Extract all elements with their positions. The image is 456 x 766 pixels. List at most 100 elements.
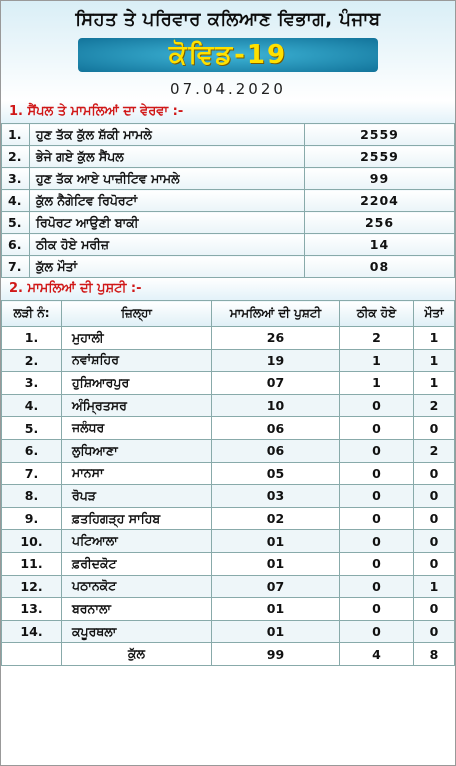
district-confirmed: 01 xyxy=(211,619,340,644)
summary-row-value: 08 xyxy=(304,255,455,278)
header-recovered: ਠੀਕ ਹੋਏ xyxy=(339,300,414,327)
district-header-row: ਲੜੀ ਨੰ: ਜ਼ਿਲ੍ਹਾ ਮਾਮਲਿਆਂ ਦੀ ਪੁਸ਼ਟੀ ਠੀਕ ਹੋ… xyxy=(1,300,455,327)
district-serial: 10. xyxy=(1,529,62,553)
summary-row-number: 2. xyxy=(1,145,30,168)
summary-row: 4. ਕੁੱਲ ਨੈਗੇਟਿਵ ਰਿਪੋਰਟਾਂ 2204 xyxy=(1,189,455,212)
district-row: 2. ਨਵਾਂਸ਼ਹਿਰ 19 1 1 xyxy=(1,348,455,373)
section1-title: 1. ਸੈਂਪਲ ਤੇ ਮਾਮਲਿਆਂ ਦਾ ਵੇਰਵਾ :- xyxy=(1,101,455,123)
district-recovered: 0 xyxy=(339,529,414,553)
district-row: 4. ਅੰਮ੍ਰਿਤਸਰ 10 0 2 xyxy=(1,393,455,418)
district-serial: 2. xyxy=(1,348,62,373)
district-serial: 1. xyxy=(1,326,62,350)
section2-title: 2. ਮਾਮਲਿਆਂ ਦੀ ਪੁਸ਼ਟੀ :- xyxy=(1,278,455,300)
district-confirmed: 26 xyxy=(211,326,340,350)
district-confirmed: 06 xyxy=(211,416,340,440)
district-recovered: 1 xyxy=(339,371,414,395)
district-row: 12. ਪਠਾਨਕੋਟ 07 0 1 xyxy=(1,574,455,599)
summary-row: 1. ਹੁਣ ਤੱਕ ਕੁੱਲ ਸ਼ੱਕੀ ਮਾਮਲੇ 2559 xyxy=(1,123,455,146)
district-confirmed: 05 xyxy=(211,461,340,486)
total-recovered: 4 xyxy=(339,642,414,666)
district-name: ਅੰਮ੍ਰਿਤਸਰ xyxy=(61,393,212,418)
district-name: ਫ਼ਰੀਦਕੋਟ xyxy=(61,551,212,576)
district-deaths: 2 xyxy=(413,393,455,418)
total-confirmed: 99 xyxy=(211,642,340,666)
summary-row-label: ਰਿਪੋਰਟ ਆਉਣੀ ਬਾਕੀ xyxy=(29,211,305,234)
summary-row-label: ਹੁਣ ਤੱਕ ਕੁੱਲ ਸ਼ੱਕੀ ਮਾਮਲੇ xyxy=(29,123,305,146)
district-serial: 14. xyxy=(1,619,62,644)
summary-row-value: 99 xyxy=(304,167,455,190)
header-serial: ਲੜੀ ਨੰ: xyxy=(1,300,62,327)
summary-row-label: ਭੇਜੇ ਗਏ ਕੁੱਲ ਸੈਂਪਲ xyxy=(29,145,305,168)
district-recovered: 0 xyxy=(339,597,414,621)
district-name: ਜਲੰਧਰ xyxy=(61,416,212,440)
header-deaths: ਮੌਤਾਂ xyxy=(413,300,455,327)
district-row: 6. ਲੁਧਿਆਣਾ 06 0 2 xyxy=(1,438,455,463)
district-serial: 12. xyxy=(1,574,62,599)
district-confirmed: 01 xyxy=(211,529,340,553)
summary-table: 1. ਹੁਣ ਤੱਕ ਕੁੱਲ ਸ਼ੱਕੀ ਮਾਮਲੇ 2559 2. ਭੇਜੇ ਗਏ … xyxy=(1,123,455,278)
district-row: 14. ਕਪੂਰਥਲਾ 01 0 0 xyxy=(1,619,455,644)
summary-row-number: 4. xyxy=(1,189,30,212)
district-deaths: 0 xyxy=(413,619,455,644)
district-row: 13. ਬਰਨਾਲਾ 01 0 0 xyxy=(1,597,455,621)
summary-row-value: 256 xyxy=(304,211,455,234)
summary-row: 6. ਠੀਕ ਹੋਏ ਮਰੀਜ਼ 14 xyxy=(1,233,455,256)
district-serial: 5. xyxy=(1,416,62,440)
district-recovered: 0 xyxy=(339,574,414,599)
summary-row-value: 2559 xyxy=(304,123,455,146)
district-name: ਹੁਸ਼ਿਆਰਪੁਰ xyxy=(61,371,212,395)
summary-row-value: 2559 xyxy=(304,145,455,168)
summary-row-label: ਕੁੱਲ ਮੌਤਾਂ xyxy=(29,255,305,278)
district-deaths: 0 xyxy=(413,506,455,531)
district-row: 10. ਪਟਿਆਲਾ 01 0 0 xyxy=(1,529,455,553)
summary-row: 7. ਕੁੱਲ ਮੌਤਾਂ 08 xyxy=(1,255,455,278)
district-deaths: 0 xyxy=(413,551,455,576)
district-serial: 6. xyxy=(1,438,62,463)
district-confirmed: 07 xyxy=(211,574,340,599)
district-recovered: 1 xyxy=(339,348,414,373)
district-serial: 9. xyxy=(1,506,62,531)
district-confirmed: 01 xyxy=(211,551,340,576)
district-deaths: 0 xyxy=(413,529,455,553)
summary-row-label: ਕੁੱਲ ਨੈਗੇਟਿਵ ਰਿਪੋਰਟਾਂ xyxy=(29,189,305,212)
district-row: 1. ਮੁਹਾਲੀ 26 2 1 xyxy=(1,326,455,350)
district-serial: 8. xyxy=(1,484,62,508)
district-deaths: 1 xyxy=(413,348,455,373)
total-row: ਕੁੱਲ 99 4 8 xyxy=(1,642,455,666)
district-serial: 7. xyxy=(1,461,62,486)
header-district: ਜ਼ਿਲ੍ਹਾ xyxy=(61,300,212,327)
district-recovered: 0 xyxy=(339,506,414,531)
district-recovered: 0 xyxy=(339,551,414,576)
district-name: ਪਟਿਆਲਾ xyxy=(61,529,212,553)
bulletin-header: ਸਿਹਤ ਤੇ ਪਰਿਵਾਰ ਕਲਿਆਣ ਵਿਭਾਗ, ਪੰਜਾਬ ਕੋਵਿਡ-… xyxy=(1,1,455,101)
summary-row: 2. ਭੇਜੇ ਗਏ ਕੁੱਲ ਸੈਂਪਲ 2559 xyxy=(1,145,455,168)
district-name: ਫ਼ਤਹਿਗੜ੍ਹ ਸਾਹਿਬ xyxy=(61,506,212,531)
district-row: 8. ਰੋਪੜ 03 0 0 xyxy=(1,484,455,508)
summary-row-label: ਹੁਣ ਤੱਕ ਆਏ ਪਾਜ਼ੀਟਿਵ ਮਾਮਲੇ xyxy=(29,167,305,190)
district-serial: 13. xyxy=(1,597,62,621)
district-name: ਰੋਪੜ xyxy=(61,484,212,508)
district-name: ਮੁਹਾਲੀ xyxy=(61,326,212,350)
district-deaths: 2 xyxy=(413,438,455,463)
summary-row-value: 14 xyxy=(304,233,455,256)
total-blank-cell xyxy=(1,642,62,666)
district-recovered: 0 xyxy=(339,416,414,440)
district-row: 11. ਫ਼ਰੀਦਕੋਟ 01 0 0 xyxy=(1,551,455,576)
district-deaths: 0 xyxy=(413,461,455,486)
district-name: ਬਰਨਾਲਾ xyxy=(61,597,212,621)
district-recovered: 0 xyxy=(339,461,414,486)
district-recovered: 0 xyxy=(339,393,414,418)
header-confirmed: ਮਾਮਲਿਆਂ ਦੀ ਪੁਸ਼ਟੀ xyxy=(211,300,340,327)
district-name: ਮਾਨਸਾ xyxy=(61,461,212,486)
district-table: ਲੜੀ ਨੰ: ਜ਼ਿਲ੍ਹਾ ਮਾਮਲਿਆਂ ਦੀ ਪੁਸ਼ਟੀ ਠੀਕ ਹੋ… xyxy=(1,300,455,666)
bulletin-date: 07.04.2020 xyxy=(170,80,286,98)
covid-banner: ਕੋਵਿਡ-19 xyxy=(78,38,378,72)
district-confirmed: 01 xyxy=(211,597,340,621)
summary-row-number: 1. xyxy=(1,123,30,146)
district-confirmed: 06 xyxy=(211,438,340,463)
district-name: ਕਪੂਰਥਲਾ xyxy=(61,619,212,644)
district-name: ਲੁਧਿਆਣਾ xyxy=(61,438,212,463)
district-serial: 3. xyxy=(1,371,62,395)
district-row: 9. ਫ਼ਤਹਿਗੜ੍ਹ ਸਾਹਿਬ 02 0 0 xyxy=(1,506,455,531)
district-deaths: 1 xyxy=(413,326,455,350)
